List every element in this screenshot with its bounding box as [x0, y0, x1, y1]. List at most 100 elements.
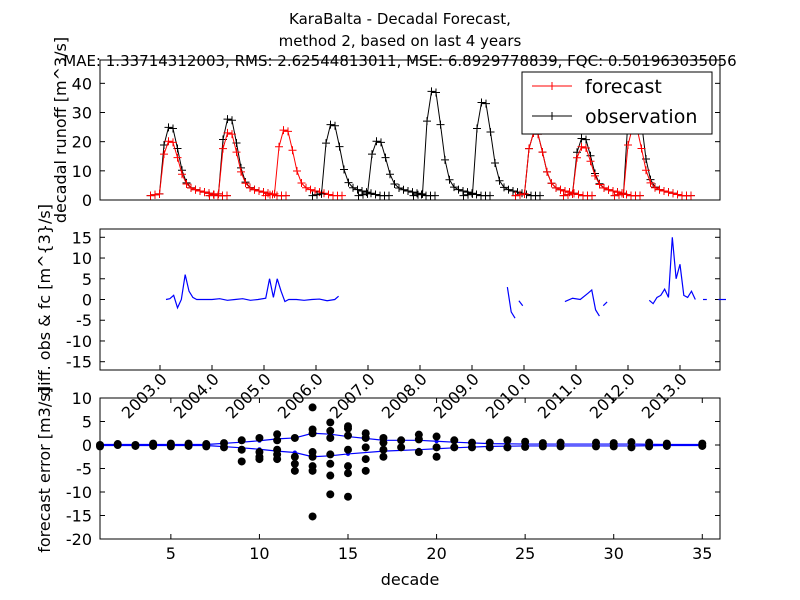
- forecast-point: [169, 138, 177, 147]
- forecast-point: [155, 189, 164, 198]
- error-point: [326, 426, 335, 435]
- bottom-plot-frame: [99, 397, 721, 540]
- forecast-point: [288, 146, 297, 155]
- observation-point: [308, 191, 317, 200]
- middle-ytick-label: 0: [82, 291, 92, 310]
- observation-point: [395, 183, 403, 192]
- observation-point: [473, 124, 481, 133]
- top-ytick-label: 40: [72, 74, 92, 93]
- observation-point: [399, 185, 408, 194]
- forecast-point: [570, 189, 578, 198]
- error-point: [468, 443, 476, 452]
- year-tick-label: 2010.0: [482, 369, 535, 422]
- observation-point: [385, 191, 393, 200]
- bottom-ytick-label: 10: [72, 389, 92, 408]
- error-point: [344, 431, 352, 440]
- forecast-point: [559, 191, 568, 200]
- forecast-point: [228, 130, 236, 139]
- error-point: [237, 457, 246, 466]
- forecast-point: [173, 153, 182, 162]
- difference-line: [518, 300, 524, 307]
- legend-forecast-label: forecast: [585, 76, 662, 98]
- top-plot-frame: [99, 59, 721, 201]
- forecast-point: [624, 140, 632, 149]
- error-point: [432, 443, 441, 452]
- observation-point: [427, 87, 436, 96]
- observation-point: [335, 142, 344, 151]
- forecast-point: [604, 185, 613, 194]
- error-point: [397, 436, 406, 445]
- observation-point: [331, 121, 339, 130]
- bottom-ytick-label: -20: [66, 530, 92, 549]
- bottom-ytick-label: -10: [66, 483, 92, 502]
- observation-point: [450, 183, 458, 192]
- forecast-point: [564, 190, 572, 199]
- forecast-point: [646, 178, 655, 187]
- observation-point: [340, 165, 348, 174]
- forecast-point: [146, 191, 155, 200]
- forecast-point: [182, 179, 191, 188]
- forecast-point: [595, 180, 604, 189]
- error-point: [149, 441, 158, 450]
- bottom-ylabel: forecast error [m3/s]: [35, 387, 54, 553]
- error-point: [361, 466, 370, 475]
- observation-point: [381, 153, 390, 162]
- forecast-line: [614, 126, 691, 197]
- error-point: [308, 466, 317, 475]
- error-point: [273, 455, 282, 464]
- observation-point: [500, 183, 508, 192]
- forecast-point: [250, 185, 259, 194]
- forecast-point: [237, 167, 245, 176]
- observation-point: [359, 190, 367, 199]
- observation-point: [414, 190, 422, 199]
- bottom-xtick-label: 15: [338, 544, 358, 563]
- observation-point: [431, 191, 439, 200]
- error-point: [344, 462, 352, 471]
- forecast-point: [200, 188, 209, 197]
- error-point: [432, 432, 441, 441]
- error-point: [361, 433, 370, 442]
- year-tick-label: 2006.0: [274, 369, 327, 422]
- bottom-xtick-label: 20: [426, 544, 446, 563]
- forecast-point: [588, 191, 596, 200]
- error-point: [379, 438, 388, 447]
- forecast-point: [511, 191, 520, 200]
- error-point: [344, 469, 352, 478]
- forecast-point: [520, 189, 529, 198]
- forecast-point: [619, 189, 628, 198]
- bottom-xtick-label: 10: [249, 544, 269, 563]
- year-tick-label: 2007.0: [326, 369, 379, 422]
- forecast-point: [178, 170, 186, 179]
- observation-point: [495, 176, 504, 185]
- error-point: [308, 403, 317, 412]
- observation-point: [228, 116, 236, 125]
- forecast-point: [266, 190, 274, 199]
- forecast-point: [636, 191, 644, 200]
- error-point: [326, 471, 335, 480]
- forecast-point: [673, 190, 682, 199]
- forecast-point: [241, 179, 250, 188]
- error-point: [113, 440, 122, 449]
- error-point: [290, 459, 299, 468]
- forecast-point: [609, 186, 617, 195]
- bottom-xtick-label: 35: [692, 544, 712, 563]
- error-point: [503, 443, 512, 452]
- observation-point: [353, 185, 362, 194]
- error-point: [237, 445, 246, 454]
- observation-point: [472, 190, 481, 199]
- forecast-point: [259, 188, 268, 197]
- forecast-point: [164, 137, 173, 146]
- difference-line: [602, 301, 608, 307]
- error-point: [255, 433, 264, 442]
- forecast-point: [573, 153, 581, 162]
- forecast-point: [582, 143, 590, 152]
- forecast-point: [214, 189, 223, 198]
- observation-point: [468, 189, 477, 198]
- forecast-point: [160, 150, 168, 159]
- forecast-point: [568, 189, 577, 198]
- year-tick-label: 2005.0: [222, 369, 275, 422]
- error-point: [344, 492, 352, 501]
- bottom-ytick-label: 5: [82, 413, 92, 432]
- error-point: [237, 436, 246, 445]
- observation-point: [160, 140, 168, 149]
